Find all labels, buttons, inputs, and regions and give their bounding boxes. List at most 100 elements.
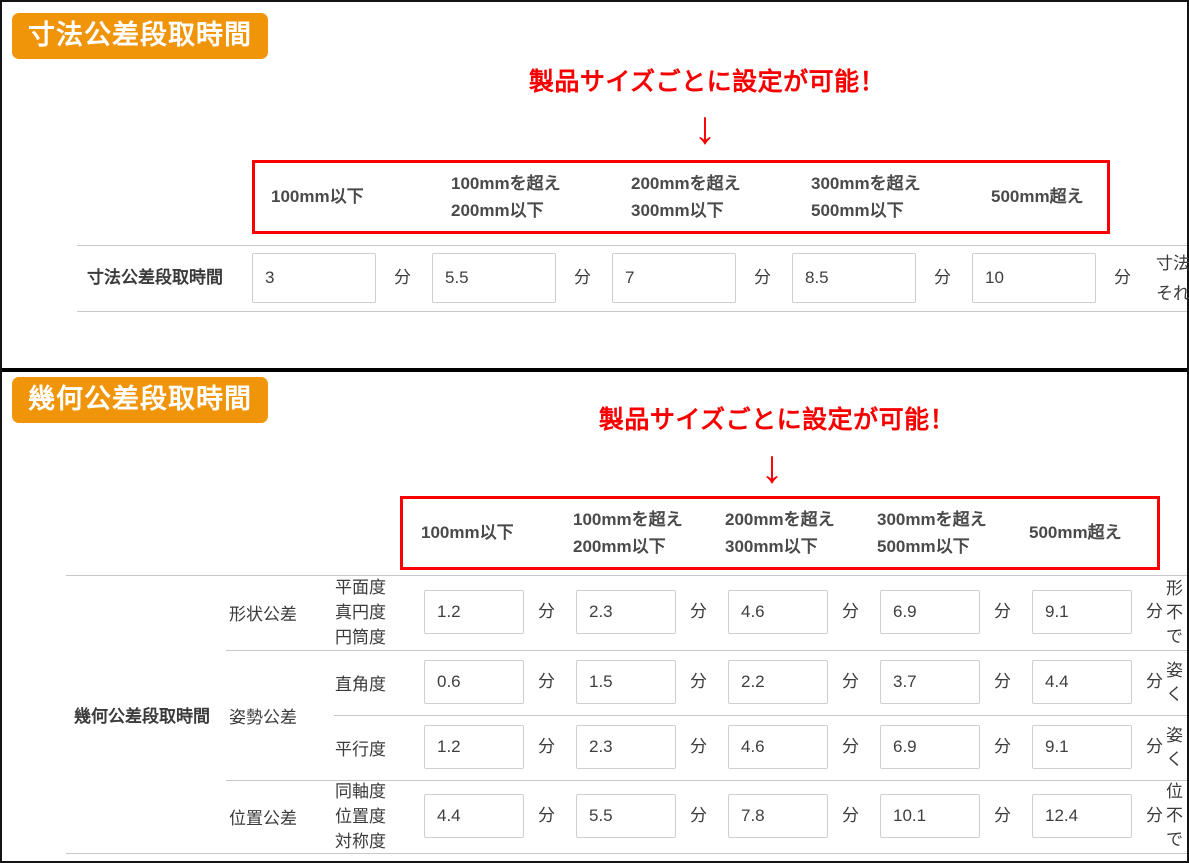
unit-label: 分 [1146, 806, 1163, 825]
unit-label: 分 [842, 602, 859, 621]
size-column-header: 500mm超え [991, 163, 1084, 231]
setup-time-input[interactable] [880, 725, 980, 769]
setup-time-input[interactable] [792, 253, 916, 303]
size-column-header: 100mm以下 [421, 499, 514, 567]
unit-label: 分 [994, 672, 1011, 691]
setup-time-input[interactable] [880, 660, 980, 704]
unit-label: 分 [842, 737, 859, 756]
setup-time-input[interactable] [1032, 660, 1132, 704]
setup-time-input[interactable] [972, 253, 1096, 303]
category-label-orientation-tolerance: 姿勢公差 [229, 707, 297, 727]
category-label-location-tolerance: 位置公差 [229, 809, 297, 828]
row-label-dimension-setup-time: 寸法公差段取時間 [87, 268, 223, 287]
unit-label: 分 [842, 672, 859, 691]
subtype-label: 同軸度 [335, 782, 386, 801]
size-header-line: 500mm以下 [877, 536, 970, 556]
table-divider [77, 311, 1187, 312]
subtype-labels: 平行度 [335, 715, 386, 780]
setup-time-input[interactable] [1032, 590, 1132, 634]
size-header-line: 200mmを超え [631, 173, 741, 193]
setup-time-input[interactable] [1032, 794, 1132, 838]
setup-time-input[interactable] [612, 253, 736, 303]
category-label-shape-tolerance: 形状公差 [229, 605, 297, 624]
subtype-labels: 直角度 [335, 650, 386, 715]
subtype-label: 位置度 [335, 807, 386, 826]
unit-label: 分 [690, 602, 707, 621]
setup-time-input[interactable] [424, 725, 524, 769]
subtype-label: 対称度 [335, 832, 386, 851]
setup-time-input[interactable] [252, 253, 376, 303]
unit-label: 分 [934, 268, 951, 287]
desc-line: で [1166, 830, 1183, 849]
size-header-line: 300mmを超え [877, 509, 987, 529]
setup-time-input[interactable] [728, 590, 828, 634]
setup-time-input[interactable] [432, 253, 556, 303]
size-header-line: 300mm以下 [725, 536, 818, 556]
setup-time-input[interactable] [728, 794, 828, 838]
row-description-clipped: 姿 く [1166, 724, 1183, 772]
unit-label: 分 [1146, 602, 1163, 621]
size-header-line: 300mm以下 [631, 200, 724, 220]
setup-time-input[interactable] [576, 794, 676, 838]
size-header-line: 200mm以下 [451, 200, 544, 220]
setup-time-input[interactable] [728, 660, 828, 704]
size-header-line: 200mm以下 [573, 536, 666, 556]
setup-time-input[interactable] [424, 660, 524, 704]
row-group-label-geometric-setup-time: 幾何公差段取時間 [74, 706, 210, 726]
unit-label: 分 [842, 806, 859, 825]
desc-line: それ [1156, 284, 1189, 303]
unit-label: 分 [1146, 672, 1163, 691]
table-divider [77, 245, 1187, 246]
setup-time-input[interactable] [1032, 725, 1132, 769]
unit-label: 分 [994, 806, 1011, 825]
size-column-header: 100mm以下 [271, 163, 364, 231]
row-description-clipped: 姿 く [1166, 659, 1183, 707]
unit-label: 分 [754, 268, 771, 287]
unit-label: 分 [1114, 268, 1131, 287]
setup-time-input[interactable] [424, 794, 524, 838]
setup-time-input[interactable] [576, 590, 676, 634]
subtype-labels: 平面度 真円度 円筒度 [335, 575, 386, 650]
subtype-label: 直角度 [335, 675, 386, 694]
size-column-header: 500mm超え [1029, 499, 1122, 567]
desc-line: 形 [1166, 579, 1183, 598]
desc-line: 位 [1166, 782, 1183, 801]
table-divider [226, 780, 1187, 781]
size-header-line: 100mmを超え [451, 173, 561, 193]
size-header-line: 500mm超え [1029, 523, 1122, 543]
size-header-box: 100mm以下 100mmを超え 200mm以下 200mmを超え 300mm以下 … [252, 160, 1110, 234]
desc-line: 姿 [1166, 661, 1183, 680]
desc-line: 姿 [1166, 726, 1183, 745]
callout-text: 製品サイズごとに設定が可能！ [598, 406, 956, 434]
down-arrow-icon: ↓ [693, 101, 717, 153]
setup-time-input[interactable] [576, 725, 676, 769]
size-header-line: 200mmを超え [725, 509, 835, 529]
size-header-line: 500mm以下 [811, 200, 904, 220]
size-header-line: 500mm超え [991, 187, 1084, 207]
desc-line: 寸法 [1156, 254, 1189, 273]
size-column-header: 300mmを超え 500mm以下 [811, 163, 921, 231]
callout-text: 製品サイズごとに設定が可能！ [528, 68, 886, 96]
size-header-box: 100mm以下 100mmを超え 200mm以下 200mmを超え 300mm以下 … [400, 496, 1160, 570]
table-divider [226, 650, 1187, 651]
unit-label: 分 [538, 672, 555, 691]
setup-time-input[interactable] [728, 725, 828, 769]
geometric-tolerance-section: 幾何公差段取時間 製品サイズごとに設定が可能！ ↓ 100mm以下 100mmを… [2, 372, 1187, 861]
table-divider [334, 715, 1187, 716]
setup-time-input[interactable] [576, 660, 676, 704]
setup-time-input[interactable] [880, 794, 980, 838]
row-description-clipped: 位 不 で [1166, 780, 1183, 852]
unit-label: 分 [538, 737, 555, 756]
dimension-tolerance-section: 寸法公差段取時間 製品サイズごとに設定が可能！ ↓ 100mm以下 100mmを… [2, 2, 1189, 372]
size-column-header: 100mmを超え 200mm以下 [573, 499, 683, 567]
size-header-line: 300mmを超え [811, 173, 921, 193]
setup-time-input[interactable] [880, 590, 980, 634]
unit-label: 分 [690, 737, 707, 756]
unit-label: 分 [994, 737, 1011, 756]
size-column-header: 200mmを超え 300mm以下 [631, 163, 741, 231]
setup-time-input[interactable] [424, 590, 524, 634]
desc-line: 不 [1166, 806, 1183, 825]
section-title-badge: 幾何公差段取時間 [12, 377, 268, 423]
row-description-clipped: 寸法 それ [1156, 249, 1189, 309]
